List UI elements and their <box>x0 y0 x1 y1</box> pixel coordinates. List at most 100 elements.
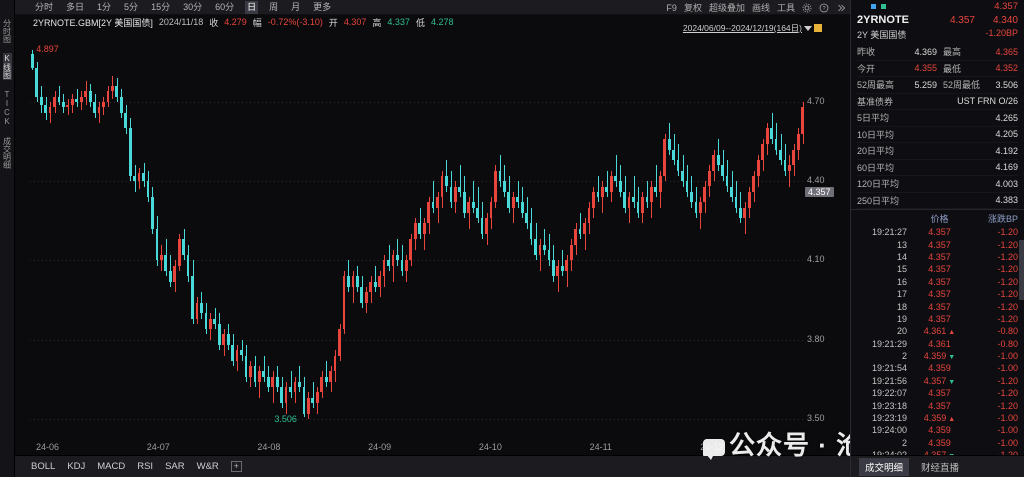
candle-body <box>743 207 747 219</box>
tick-row[interactable]: 14 4.357 -1.20 <box>857 251 1018 263</box>
candle-body <box>560 265 564 271</box>
tick-table-body[interactable]: 19:21:27 4.357 -1.20 13 4.357 -1.20 14 4.3… <box>851 226 1024 477</box>
period-tab-more[interactable]: 更多 <box>313 1 332 12</box>
tick-row[interactable]: 16 4.357 -1.20 <box>857 276 1018 288</box>
period-tab-multiday[interactable]: 多日 <box>66 1 85 12</box>
indicator-rsi[interactable]: RSI <box>137 461 154 472</box>
tool-tools[interactable]: 工具 <box>776 3 795 13</box>
date-range-label: 2024/06/09--2024/12/19(164日) <box>682 23 802 33</box>
rail-item-timeshare[interactable]: 分时图 <box>2 19 12 43</box>
candle-body <box>315 392 319 404</box>
candle-body <box>543 244 546 250</box>
tick-change: -1.00 <box>997 425 1018 436</box>
tab-trade-detail[interactable]: 成交明细 <box>859 457 910 476</box>
tick-row[interactable]: 19:23:19 4.359 ▲ -1.00 <box>857 412 1018 424</box>
period-tab-daily[interactable]: 日 <box>245 0 259 14</box>
candle-body <box>142 173 145 182</box>
period-tab-5min[interactable]: 5分 <box>124 1 139 12</box>
candle-wick <box>789 154 791 187</box>
period-tab-60min[interactable]: 60分 <box>215 1 235 12</box>
indicator-macd[interactable]: MACD <box>97 461 126 472</box>
tick-time: 13 <box>896 239 907 250</box>
tick-row[interactable]: 2 4.359 -1.00 <box>857 437 1018 449</box>
candle-wick <box>700 197 702 229</box>
period-tab-15min[interactable]: 15分 <box>151 1 171 12</box>
candle-wick <box>312 381 314 409</box>
tick-row[interactable]: 19:22:07 4.357 -1.20 <box>857 387 1018 399</box>
candle-body <box>641 197 644 213</box>
indicator-kdj[interactable]: KDJ <box>67 461 86 472</box>
candle-body <box>801 107 805 134</box>
tool-f9[interactable]: F9 <box>666 2 677 13</box>
candle-body <box>654 186 658 192</box>
candle-body <box>164 255 168 271</box>
calendar-icon[interactable] <box>814 24 822 32</box>
add-indicator-button[interactable]: + <box>230 461 242 472</box>
tick-row[interactable]: 19:21:27 4.357 -1.20 <box>857 226 1018 238</box>
price-axis[interactable]: 4.70 4.40 4.10 3.80 3.50 4.357 <box>805 36 850 440</box>
panel-scrollbar[interactable] <box>1019 240 1024 300</box>
candle-body <box>124 112 128 129</box>
candle-body <box>551 260 555 277</box>
candle-body <box>525 212 528 224</box>
period-tab-1min[interactable]: 1分 <box>97 1 112 12</box>
tab-finance-live[interactable]: 财经直播 <box>921 462 960 474</box>
period-tab-monthly[interactable]: 月 <box>291 1 301 12</box>
quote-stat-row: 52周最高 5.259 52周最低 3.506 <box>857 77 1018 94</box>
tick-row[interactable]: 19 4.357 -1.20 <box>857 313 1018 325</box>
stat-label-left: 52周最高 <box>857 80 895 91</box>
chevron-right-icon[interactable] <box>836 3 846 13</box>
indicator-wr[interactable]: W&R <box>196 461 219 472</box>
tool-overlay[interactable]: 超级叠加 <box>708 3 745 13</box>
quote-stat-row: 基准债券 UST FRN O/26 <box>857 94 1018 110</box>
tick-row[interactable]: 2 4.359 ▼ -1.00 <box>857 350 1018 362</box>
tick-row[interactable]: 19:24:00 4.359 -1.00 <box>857 424 1018 436</box>
candle-wick <box>437 191 439 224</box>
tool-adjust[interactable]: 复权 <box>683 3 702 13</box>
candle-body <box>369 281 373 293</box>
tick-row[interactable]: 17 4.357 -1.20 <box>857 288 1018 300</box>
tick-time: 19:23:18 <box>871 400 907 411</box>
candlestick-plot[interactable]: 4.897 3.506 <box>30 36 805 440</box>
candle-body <box>53 96 56 108</box>
tick-time: 19:21:29 <box>871 338 907 349</box>
candle-wick <box>397 239 399 266</box>
gear-icon[interactable] <box>802 3 812 13</box>
tick-row[interactable]: 18 4.357 -1.20 <box>857 300 1018 312</box>
tick-row[interactable]: 20 4.361 ▲ -0.80 <box>857 325 1018 337</box>
period-tab-30min[interactable]: 30分 <box>183 1 203 12</box>
tick-row[interactable]: 15 4.357 -1.20 <box>857 263 1018 275</box>
tick-row[interactable]: 13 4.357 -1.20 <box>857 238 1018 250</box>
indicator-boll[interactable]: BOLL <box>31 461 56 472</box>
period-tab-timeshare[interactable]: 分时 <box>35 1 54 12</box>
candle-body <box>66 104 70 108</box>
candle-body <box>422 223 426 235</box>
rail-item-kline[interactable]: K线图 <box>2 53 12 80</box>
candle-body <box>128 128 132 176</box>
tick-header-time <box>857 212 907 225</box>
tick-row[interactable]: 19:21:29 4.361 -0.80 <box>857 338 1018 350</box>
pct-value: -0.72%(-3.10) <box>267 17 323 27</box>
candle-body <box>186 255 190 277</box>
stat-value-left: 5.259 <box>914 79 937 90</box>
tick-row[interactable]: 19:21:54 4.359 -1.00 <box>857 362 1018 374</box>
candle-body <box>574 228 577 245</box>
bar-date: 2024/11/18 <box>158 17 204 27</box>
tick-row[interactable]: 19:23:18 4.357 -1.20 <box>857 399 1018 411</box>
period-tab-weekly[interactable]: 周 <box>269 1 279 12</box>
tick-row[interactable]: 19:21:56 4.357 ▼ -1.20 <box>857 375 1018 387</box>
help-icon[interactable]: ? <box>819 3 829 13</box>
candle-body <box>516 197 520 203</box>
chevron-down-icon[interactable] <box>804 25 812 31</box>
rail-item-tick[interactable]: TICK <box>2 90 12 126</box>
candle-wick <box>263 355 265 382</box>
date-range-selector[interactable]: 2024/06/09--2024/12/19(164日) <box>683 22 822 34</box>
tick-time: 19:23:19 <box>871 413 907 424</box>
candle-body <box>400 260 404 271</box>
indicator-sar[interactable]: SAR <box>165 461 185 472</box>
candle-wick <box>584 218 586 250</box>
candle-body <box>471 202 475 208</box>
rail-item-trades[interactable]: 成交明细 <box>2 137 12 169</box>
quote-price-ask: 4.340 <box>992 15 1018 26</box>
tool-draw[interactable]: 画线 <box>751 3 770 13</box>
